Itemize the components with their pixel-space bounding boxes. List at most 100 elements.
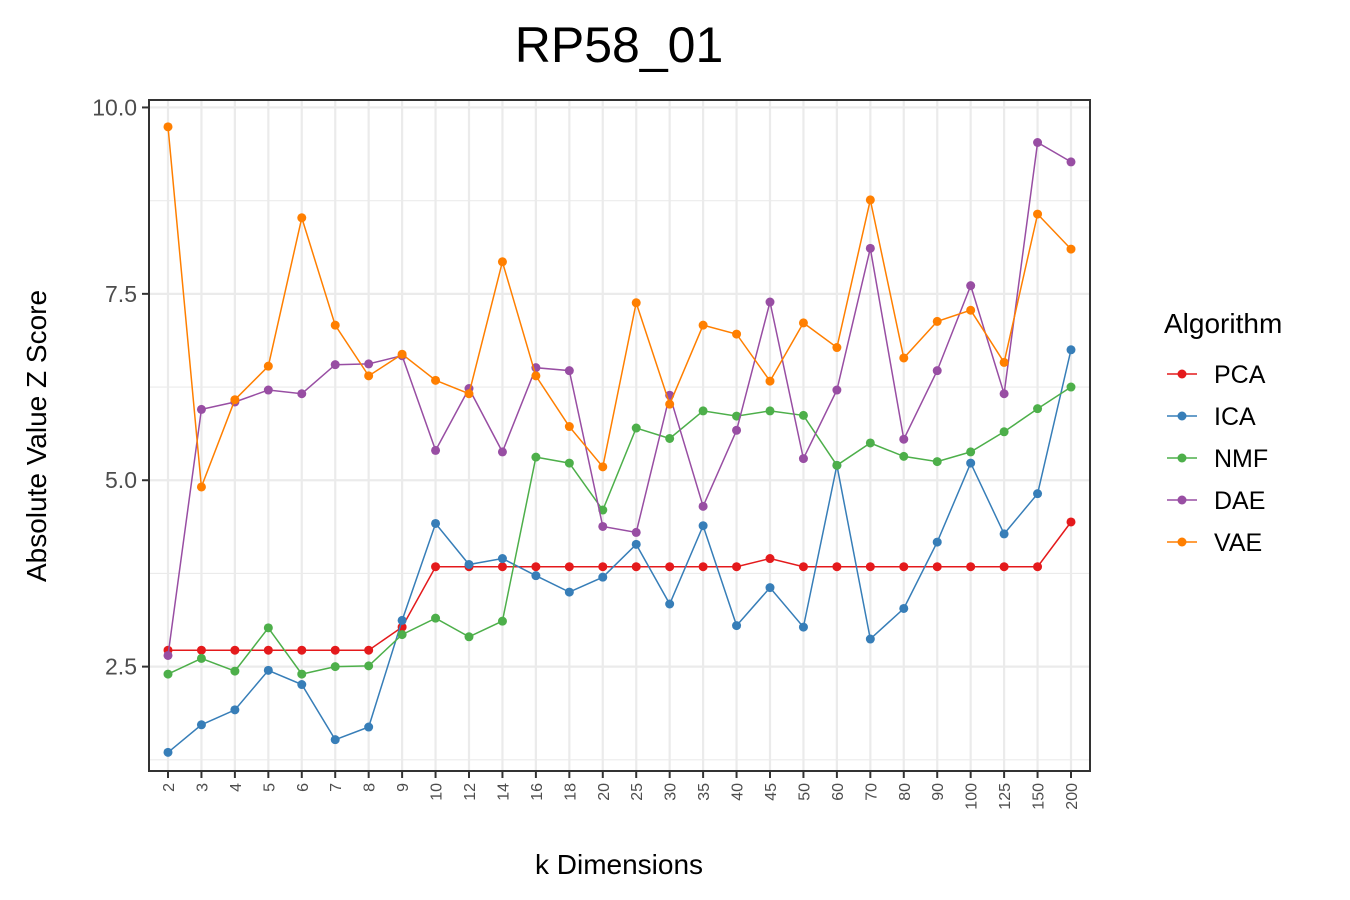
- x-tick-label: 5: [261, 783, 278, 792]
- data-point: [631, 298, 641, 308]
- data-point: [665, 433, 675, 443]
- data-point: [966, 562, 976, 572]
- legend-item-ica: ICA: [1167, 403, 1256, 431]
- data-point: [431, 613, 441, 623]
- data-point: [631, 562, 641, 572]
- data-point: [598, 462, 608, 472]
- legend-key-point: [1177, 537, 1187, 547]
- x-tick-label: 40: [730, 783, 747, 801]
- legend-key-point: [1177, 495, 1187, 505]
- x-tick-label: 12: [462, 783, 479, 801]
- data-point: [966, 447, 976, 457]
- data-point: [163, 669, 173, 679]
- data-point: [665, 399, 675, 409]
- data-point: [765, 554, 775, 564]
- legend-item-vae: VAE: [1167, 529, 1262, 557]
- data-point: [932, 537, 942, 547]
- data-point: [263, 645, 273, 655]
- data-point: [899, 353, 909, 363]
- data-point: [196, 653, 206, 663]
- data-point: [598, 505, 608, 515]
- series-line: [167, 349, 1072, 753]
- data-point: [297, 669, 307, 679]
- data-point: [364, 371, 374, 381]
- series-ica: [163, 345, 1076, 757]
- data-point: [798, 318, 808, 328]
- data-point: [196, 404, 206, 414]
- data-point: [732, 621, 742, 631]
- chart-title: RP58_01: [515, 17, 724, 73]
- x-tick-label: 10: [429, 783, 446, 801]
- data-point: [497, 554, 507, 564]
- x-tick-label: 4: [228, 783, 245, 792]
- data-point: [163, 650, 173, 660]
- plot-border: [148, 99, 1091, 772]
- x-tick-label: 6: [295, 783, 312, 792]
- data-point: [497, 562, 507, 572]
- data-point: [196, 720, 206, 730]
- data-point: [564, 587, 574, 597]
- data-point: [497, 257, 507, 267]
- series-vae: [163, 122, 1076, 492]
- data-point: [1033, 209, 1043, 219]
- data-point: [163, 747, 173, 757]
- data-point: [163, 122, 173, 132]
- y-tick-label: 5.0: [105, 467, 137, 493]
- y-tick-label: 2.5: [105, 654, 137, 680]
- x-tick-label: 2: [161, 783, 178, 792]
- data-point: [364, 645, 374, 655]
- data-point: [698, 521, 708, 531]
- data-point: [999, 427, 1009, 437]
- data-point: [732, 329, 742, 339]
- data-point: [798, 622, 808, 632]
- data-point: [698, 406, 708, 416]
- data-point: [598, 521, 608, 531]
- data-point: [397, 630, 407, 640]
- data-point: [1066, 244, 1076, 254]
- data-point: [698, 320, 708, 330]
- data-point: [531, 571, 541, 581]
- data-point: [364, 722, 374, 732]
- data-point: [932, 316, 942, 326]
- grid-lines: [149, 100, 1090, 771]
- data-point: [765, 583, 775, 593]
- data-point: [431, 375, 441, 385]
- data-point: [832, 343, 842, 353]
- data-point: [397, 615, 407, 625]
- data-point: [798, 410, 808, 420]
- legend: Algorithm PCA ICA NMF DAE VAE: [1164, 308, 1282, 557]
- x-tick-label: 3: [194, 783, 211, 792]
- data-point: [431, 518, 441, 528]
- data-point: [966, 281, 976, 291]
- data-point: [297, 645, 307, 655]
- x-tick-label: 30: [663, 783, 680, 801]
- plot-panel: [149, 100, 1090, 771]
- data-point: [196, 645, 206, 655]
- data-point: [230, 666, 240, 676]
- data-point: [431, 445, 441, 455]
- legend-label: VAE: [1214, 529, 1262, 557]
- legend-title: Algorithm: [1164, 308, 1282, 339]
- data-point: [765, 406, 775, 416]
- x-tick-label: 9: [395, 783, 412, 792]
- legend-label: ICA: [1214, 403, 1256, 431]
- series-line: [167, 141, 1072, 656]
- data-point: [765, 297, 775, 307]
- data-point: [832, 385, 842, 395]
- series-line: [167, 126, 1072, 488]
- data-point: [698, 501, 708, 511]
- legend-label: NMF: [1214, 445, 1268, 473]
- data-point: [531, 452, 541, 462]
- series-line: [167, 386, 1072, 675]
- data-point: [464, 559, 474, 569]
- x-tick-label: 100: [964, 783, 981, 810]
- legend-key-point: [1177, 453, 1187, 463]
- data-point: [932, 457, 942, 467]
- data-point: [564, 458, 574, 468]
- data-point: [999, 562, 1009, 572]
- legend-item-dae: DAE: [1167, 487, 1265, 515]
- y-tick-label: 10.0: [92, 94, 137, 120]
- data-point: [1033, 562, 1043, 572]
- data-point: [932, 562, 942, 572]
